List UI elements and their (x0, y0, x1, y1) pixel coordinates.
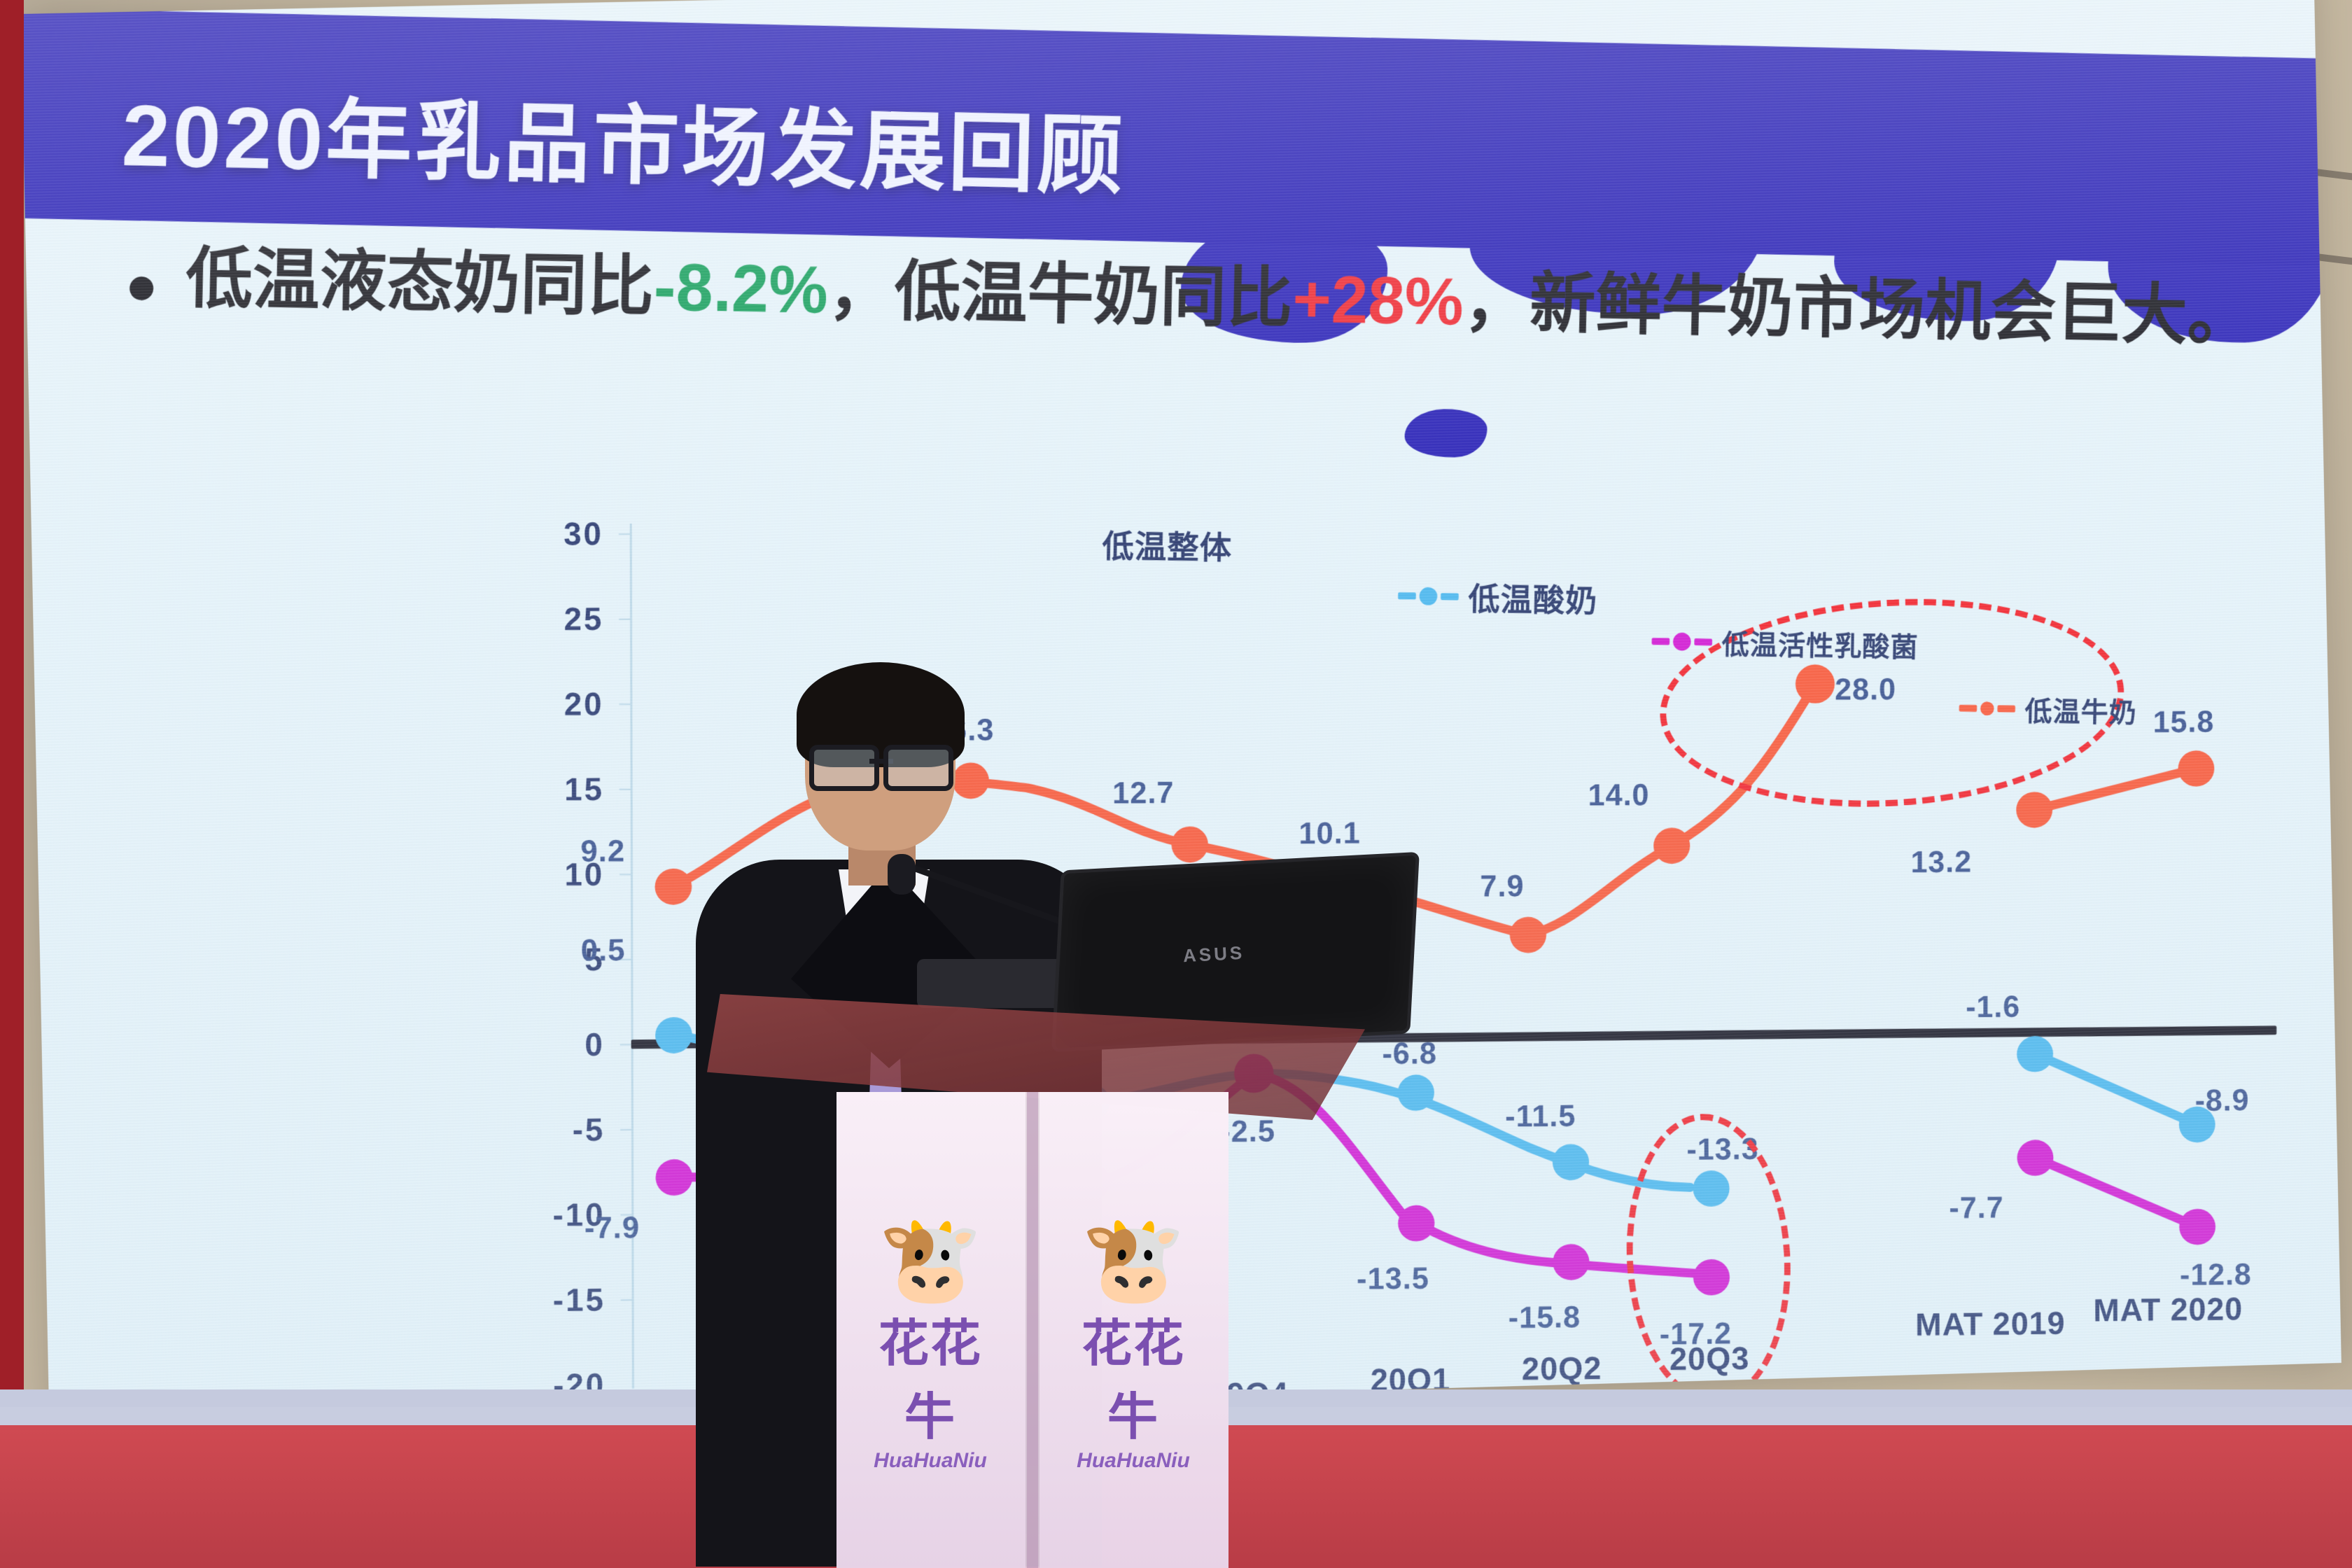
podium-logo-right: 🐮 花花牛 HuaHuaNiu (1063, 1218, 1203, 1473)
speaker-hair (797, 662, 965, 767)
podium-panel-right (1040, 1092, 1228, 1568)
point-milk-20q3 (1795, 664, 1835, 704)
cow-mascot-icon-2: 🐮 (1081, 1213, 1186, 1307)
brand-name-cn-left: 花花牛 (878, 1316, 982, 1446)
point-yogurt-20q1 (1397, 1074, 1434, 1112)
point-yogurt-20q2 (1552, 1144, 1590, 1181)
point-milk-20q2 (1653, 827, 1690, 864)
point-milk-19q2 (952, 762, 989, 799)
point-lab-20q2 (1553, 1243, 1590, 1280)
side-wall (0, 0, 24, 1428)
laptop-brand-label: ASUS (1182, 941, 1245, 967)
podium-logo-left: 🐮 花花牛 HuaHuaNiu (860, 1218, 1000, 1473)
point-milk-mat2019 (2016, 792, 2053, 828)
brand-name-cn-right: 花花牛 (1081, 1316, 1185, 1446)
point-yogurt-20q3 (1693, 1170, 1730, 1207)
point-yogurt-18q4 (655, 1016, 692, 1054)
point-lab-18q4 (655, 1158, 693, 1196)
podium: 🐮 花花牛 HuaHuaNiu 🐮 花花牛 HuaHuaNiu (707, 994, 1365, 1568)
point-yogurt-mat2019 (2017, 1035, 2054, 1072)
podium-panel-left (836, 1092, 1026, 1568)
point-lab-mat2019 (2017, 1140, 2054, 1177)
point-milk-18q4 (654, 868, 692, 905)
podium-divider (1027, 1092, 1038, 1568)
microphone (888, 854, 1197, 1001)
point-milk-19q3 (1171, 826, 1209, 863)
point-lab-20q1 (1398, 1205, 1435, 1242)
glasses-icon (809, 745, 953, 791)
brand-name-en-left: HuaHuaNiu (874, 1449, 987, 1472)
point-milk-20q1 (1509, 916, 1547, 953)
cow-mascot-icon: 🐮 (878, 1213, 983, 1307)
brand-name-en-right: HuaHuaNiu (1077, 1449, 1190, 1472)
point-lab-20q3 (1693, 1259, 1730, 1296)
podium-body: 🐮 花花牛 HuaHuaNiu 🐮 花花牛 HuaHuaNiu (836, 1092, 1228, 1568)
